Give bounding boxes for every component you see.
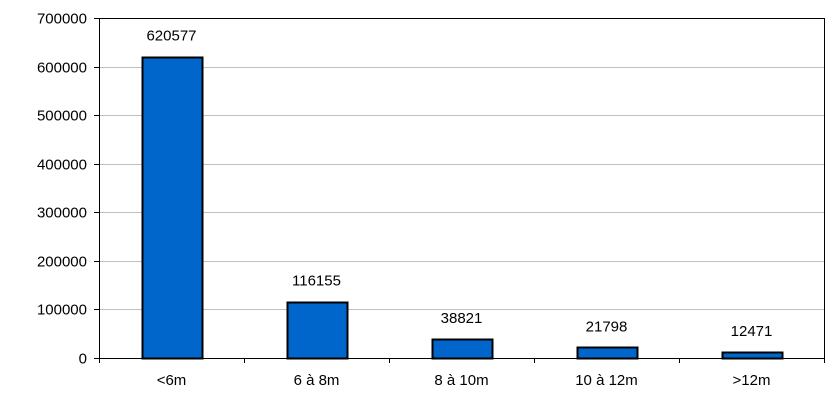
data-label-3: 21798 [586, 318, 628, 335]
x-tick-label-4: >12m [733, 372, 771, 389]
bar-2 [431, 338, 494, 360]
data-label-0: 620577 [146, 28, 196, 45]
y-tick-label: 700000 [37, 11, 87, 28]
y-tick-label: 500000 [37, 108, 87, 125]
y-tick-label: 0 [79, 351, 87, 368]
x-tick-label-3: 10 à 12m [575, 372, 638, 389]
y-tick-label: 100000 [37, 302, 87, 319]
x-tick-label-0: <6m [157, 372, 187, 389]
y-tick-label: 600000 [37, 60, 87, 77]
data-label-1: 116155 [292, 273, 341, 290]
bar-0 [141, 56, 204, 360]
bar-1 [286, 301, 349, 360]
bar-3 [576, 346, 639, 360]
data-label-2: 38821 [441, 310, 483, 327]
labels: 620577 116155 38821 21798 12471 0 100000 200000… [37, 11, 772, 390]
x-tick-label-2: 8 à 10m [434, 372, 488, 389]
bar-4 [721, 351, 784, 360]
x-tick-label-1: 6 à 8m [294, 372, 340, 389]
data-label-4: 12471 [731, 323, 773, 340]
gridlines [99, 67, 824, 310]
y-tick-label: 300000 [37, 205, 87, 222]
y-tick-label: 200000 [37, 254, 87, 271]
y-tick-label: 400000 [37, 157, 87, 174]
